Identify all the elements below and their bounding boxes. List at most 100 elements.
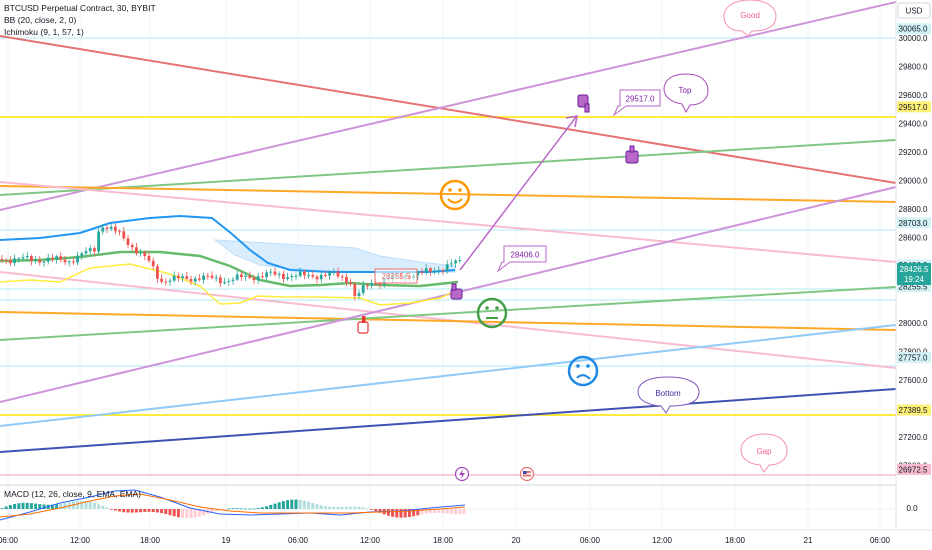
macd-bar <box>189 509 193 519</box>
pointing-hand-icon <box>625 145 639 164</box>
macd-bar <box>63 502 67 509</box>
macd-bar <box>416 509 420 516</box>
annotation-gap[interactable]: Gap <box>740 433 788 473</box>
candle <box>202 272 205 284</box>
candle <box>9 256 12 267</box>
macd-bar <box>365 508 369 510</box>
macd-bar <box>269 505 273 509</box>
candle <box>424 264 428 275</box>
bb-indicator-label[interactable]: BB (20, close, 2, 0) <box>4 15 77 25</box>
candle <box>265 269 268 281</box>
macd-bar <box>202 509 206 516</box>
candle <box>282 270 285 283</box>
y-tick: 27600.0 <box>899 376 928 385</box>
macd-bar <box>420 509 424 515</box>
macd-bar <box>231 508 235 510</box>
y-tick: 27757.0 <box>897 352 931 364</box>
candle <box>164 278 168 286</box>
event-lightning-icon[interactable] <box>454 466 470 482</box>
time-axis: 06:00 12:00 18:00 19 06:00 12:00 18:00 20 06:00 1… <box>0 536 891 545</box>
candle <box>445 260 449 274</box>
ichimoku-cloud <box>213 239 456 273</box>
macd-bar <box>160 509 164 514</box>
candle <box>416 270 420 280</box>
macd-indicator-label[interactable]: MACD (12, 26, close, 9, EMA, EMA) <box>4 489 141 499</box>
candle <box>361 281 365 296</box>
macd-bar <box>332 507 336 509</box>
candle <box>307 271 310 279</box>
macd-bar <box>386 509 390 516</box>
candle <box>328 269 331 280</box>
ichimoku-indicator-label[interactable]: Ichimoku (9, 1, 57, 1) <box>4 27 84 37</box>
candle <box>151 257 155 270</box>
annotation-bottom[interactable]: Bottom <box>637 376 700 414</box>
macd-bar <box>4 506 8 509</box>
x-tick-label: 18:00 <box>725 536 746 545</box>
macd-bar <box>151 509 155 512</box>
price-label-28406[interactable]: 28406.0 <box>496 245 547 273</box>
macd-bar <box>185 509 189 519</box>
candle <box>67 259 71 267</box>
candle <box>63 255 67 266</box>
symbol-title[interactable]: BTCUSD Perpetual Contract, 30, BYBIT <box>4 3 156 13</box>
candle <box>231 276 235 285</box>
y-tick-label: 29200.0 <box>899 148 928 157</box>
macd-bar <box>172 509 176 517</box>
annotation-good[interactable]: Good <box>723 0 777 37</box>
candle <box>366 283 369 290</box>
candle <box>156 263 159 283</box>
candle <box>118 229 121 236</box>
macd-bar <box>164 509 168 515</box>
annotation-text: Good <box>740 11 760 20</box>
currency-selector[interactable] <box>897 2 931 19</box>
y-tick-label: 27757.0 <box>899 354 928 363</box>
candle <box>143 250 147 261</box>
candle <box>227 278 231 286</box>
macd-signal <box>0 493 466 518</box>
x-tick-label: 12:00 <box>652 536 673 545</box>
price-label-29517[interactable]: 29517.0 <box>612 89 661 117</box>
candle <box>269 268 273 277</box>
y-tick-label: 28000.0 <box>899 319 928 328</box>
macd-bar <box>113 509 117 511</box>
worried-face-icon <box>567 355 599 387</box>
macd-bar <box>50 504 54 509</box>
macd-bar <box>130 509 134 513</box>
event-flag-icon[interactable] <box>519 466 535 482</box>
candle <box>303 269 306 280</box>
candle <box>454 259 457 268</box>
macd-bar <box>281 501 285 509</box>
macd-bar <box>357 506 361 509</box>
macd-bar <box>155 509 159 513</box>
macd-bar <box>298 499 302 509</box>
candle <box>370 279 373 289</box>
candle <box>353 281 357 301</box>
macd-bar <box>441 509 445 514</box>
annotation-top[interactable]: Top <box>663 73 709 114</box>
macd-bar <box>340 506 344 509</box>
y-tick-label: 28600.0 <box>899 234 928 243</box>
candle <box>160 274 163 284</box>
candle <box>458 256 462 264</box>
price-label-28255[interactable]: 28255.5 <box>374 268 418 284</box>
price-label-text: 29517.0 <box>626 95 655 104</box>
macd-bar <box>109 509 113 510</box>
macd-bar <box>168 509 172 516</box>
macd-bar <box>88 501 92 509</box>
candle <box>72 257 75 266</box>
y-tick-label: 29800.0 <box>899 63 928 72</box>
pointing-hand-icon <box>357 316 369 334</box>
macd-bar <box>126 509 130 513</box>
candle <box>193 275 197 286</box>
macd-bar <box>101 505 105 509</box>
macd-bar <box>92 502 96 509</box>
macd-bar <box>29 503 33 509</box>
candle <box>189 275 193 286</box>
macd-bar <box>17 503 21 509</box>
macd-bar <box>445 509 449 514</box>
x-tick-label: 21 <box>804 536 813 545</box>
macd-bar <box>252 508 256 510</box>
y-tick-label: 28800.0 <box>899 205 928 214</box>
candle <box>315 274 319 284</box>
